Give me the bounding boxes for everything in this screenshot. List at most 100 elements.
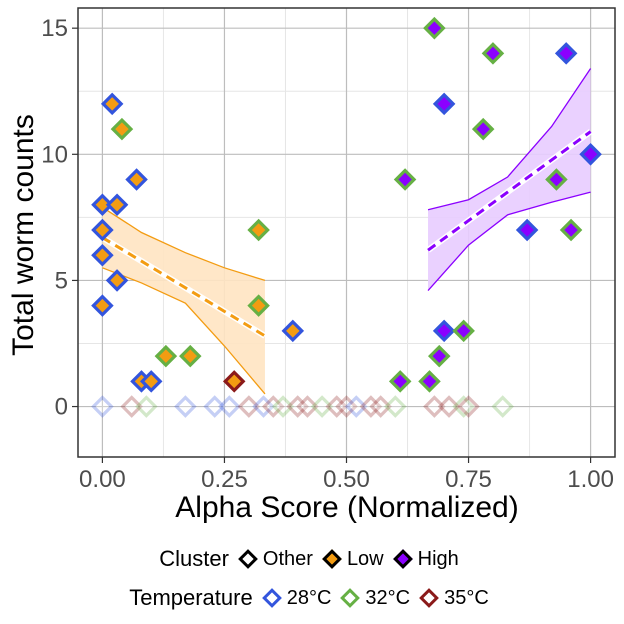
legend-key-28c (261, 588, 282, 608)
data-point (105, 269, 129, 292)
ci-upper-high (427, 68, 592, 211)
data-point (369, 395, 392, 418)
data-point (310, 395, 334, 418)
y-tick-label: 0 (55, 394, 68, 421)
y-tick-label: 10 (41, 141, 68, 168)
ci-band-high (428, 68, 591, 291)
legend-label-other: Other (262, 547, 313, 570)
data-point (91, 243, 114, 267)
ci-upper-low (102, 206, 266, 282)
trend-line-low (101, 236, 266, 338)
data-point (437, 395, 461, 418)
legend-temperature-title: Temperature (129, 585, 253, 610)
y-tick-label: 15 (41, 15, 68, 42)
ci-lower-high (427, 191, 591, 291)
x-tick-label: 0.25 (201, 466, 248, 493)
data-point (91, 218, 114, 242)
data-point (218, 395, 241, 418)
legend-key-other (238, 549, 258, 569)
data-point (335, 395, 358, 418)
data-point (139, 370, 163, 393)
data-point (125, 168, 148, 191)
data-point (491, 395, 514, 418)
data-point (432, 92, 456, 116)
data-point (418, 370, 441, 393)
data-point (554, 42, 578, 65)
data-point (281, 319, 305, 343)
data-point (271, 395, 295, 418)
data-point (247, 294, 270, 317)
x-tick-label: 0.50 (323, 466, 370, 493)
legend-key-low (322, 549, 342, 569)
data-point (296, 395, 319, 418)
trend-lines (100, 129, 593, 339)
data-point (247, 218, 270, 242)
data-point (174, 395, 197, 418)
y-axis-label: Total worm counts (7, 114, 40, 356)
x-tick-label: 0.75 (445, 466, 492, 493)
ci-lower-low (102, 267, 266, 395)
data-point (393, 168, 417, 191)
legend-key-32c (340, 588, 361, 608)
legend-item-32c: 32°C (337, 587, 410, 610)
legend-cluster-title: Cluster (159, 546, 229, 571)
data-point (457, 395, 480, 418)
data-point (120, 395, 143, 418)
data-point (452, 395, 475, 418)
confidence-bands (102, 68, 592, 395)
data-point (432, 319, 456, 343)
data-point (262, 395, 285, 418)
data-point (105, 193, 129, 217)
x-tick-label: 1.00 (567, 466, 614, 493)
legend-label-28c: 28°C (286, 586, 332, 609)
data-point (481, 42, 505, 65)
legend-key-high (392, 549, 413, 569)
data-point (345, 395, 368, 418)
x-axis-ticks: 0.00 0.25 0.50 0.75 1.00 (79, 457, 614, 493)
legend-label-35c: 35°C (444, 586, 489, 609)
data-point (452, 319, 475, 343)
legend-key-35c (419, 588, 439, 608)
data-point (559, 218, 583, 242)
data-point (579, 143, 602, 166)
data-point (471, 117, 495, 141)
legend-cluster: Cluster Other Low High (0, 546, 624, 572)
data-point (91, 395, 114, 418)
data-point (237, 395, 261, 418)
data-point (135, 395, 158, 418)
data-point (384, 395, 407, 418)
legend-label-32c: 32°C (365, 586, 411, 609)
data-point (203, 395, 226, 418)
legend-item-low: Low (319, 548, 384, 571)
y-tick-label: 5 (55, 267, 68, 294)
data-point (427, 344, 451, 368)
legend-item-other: Other (235, 548, 313, 571)
y-axis-ticks: 0 5 10 15 (41, 15, 78, 421)
x-tick-label: 0.00 (79, 466, 126, 493)
ci-band-low (102, 207, 265, 394)
legend-item-35c: 35°C (416, 587, 489, 610)
data-point (91, 193, 114, 217)
data-point (222, 370, 246, 393)
data-point (154, 344, 178, 368)
legend-item-high: High (390, 548, 459, 571)
data-point (100, 92, 124, 116)
legend-label-low: Low (346, 547, 384, 570)
trend-line-high (427, 130, 592, 252)
data-point (286, 395, 309, 418)
data-point (423, 16, 446, 40)
data-point (423, 395, 446, 418)
legend-temperature: Temperature 28°C 32°C 35°C (0, 585, 624, 611)
data-point (359, 395, 383, 418)
legend-label-high: High (417, 547, 459, 570)
data-points (91, 16, 602, 418)
data-point (179, 344, 202, 368)
x-axis-label: Alpha Score (Normalized) (175, 491, 518, 524)
data-point (110, 117, 134, 141)
data-point (388, 370, 412, 393)
data-point (515, 218, 539, 242)
data-point (252, 395, 275, 418)
data-point (545, 168, 568, 191)
data-point (325, 395, 348, 418)
